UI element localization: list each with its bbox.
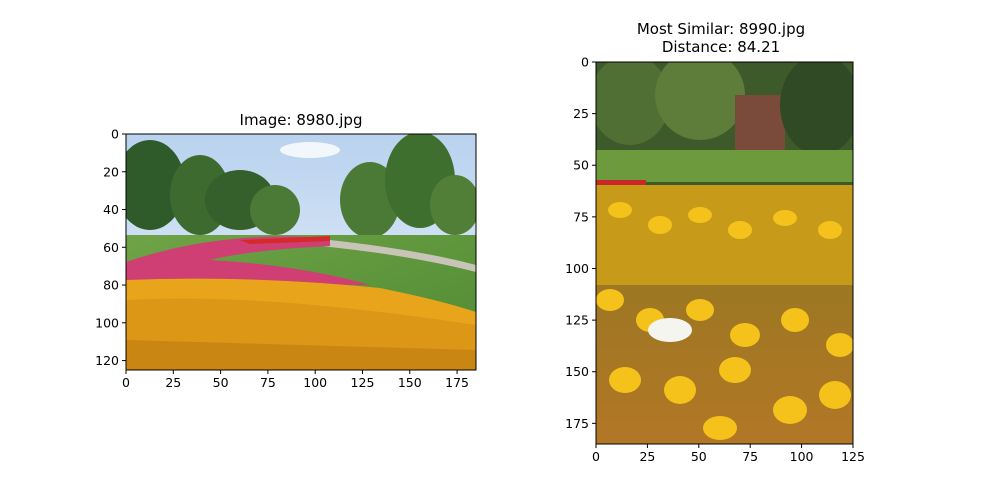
y-tick-label: 100 [95, 315, 119, 330]
x-tick-label: 50 [691, 449, 707, 464]
y-tick-label: 175 [565, 416, 589, 431]
y-tick-label: 0 [581, 55, 589, 70]
panel-1-title: Image: 8980.jpg [240, 111, 363, 129]
y-tick-label: 75 [573, 209, 589, 224]
similar-image-picture [596, 62, 853, 444]
x-tick-label: 25 [165, 375, 181, 390]
x-tick-label: 150 [398, 375, 422, 390]
y-tick-label: 0 [111, 127, 119, 142]
panel-1-axes: 0 25 50 75 100 125 150 175 0 20 40 60 80 100 120 [95, 127, 469, 391]
y-tick-label: 100 [565, 261, 589, 276]
x-tick-label: 25 [639, 449, 655, 464]
y-tick-label: 125 [565, 313, 589, 328]
y-tick-label: 20 [103, 164, 119, 179]
x-tick-label: 50 [213, 375, 229, 390]
x-tick-label: 75 [260, 375, 276, 390]
y-tick-label: 25 [573, 106, 589, 121]
panel-2-frame [595, 61, 854, 445]
panel-2-title-line-1: Most Similar: 8990.jpg [637, 20, 805, 38]
panel-2-title-line-2: Distance: 84.21 [662, 38, 780, 56]
y-tick-label: 150 [565, 364, 589, 379]
x-tick-label: 175 [445, 375, 469, 390]
x-tick-label: 125 [351, 375, 375, 390]
x-tick-label: 0 [592, 449, 600, 464]
y-tick-label: 120 [95, 353, 119, 368]
y-tick-label: 80 [103, 278, 119, 293]
x-tick-label: 0 [122, 375, 130, 390]
y-tick-label: 60 [103, 240, 119, 255]
y-tick-label: 40 [103, 202, 119, 217]
panel-1-frame [125, 133, 477, 371]
query-image-picture [126, 134, 476, 370]
x-tick-label: 100 [303, 375, 327, 390]
panel-query-image: Image: 8980.jpg 0 25 50 75 100 [95, 111, 477, 391]
x-tick-label: 75 [742, 449, 758, 464]
panel-2-axes: 0 25 50 75 100 125 0 25 50 75 100 125 150 175 [565, 55, 865, 465]
x-tick-label: 100 [790, 449, 814, 464]
x-tick-label: 125 [841, 449, 865, 464]
panel-most-similar-image: Most Similar: 8990.jpg Distance: 84.21 [565, 20, 865, 464]
y-tick-label: 50 [573, 158, 589, 173]
